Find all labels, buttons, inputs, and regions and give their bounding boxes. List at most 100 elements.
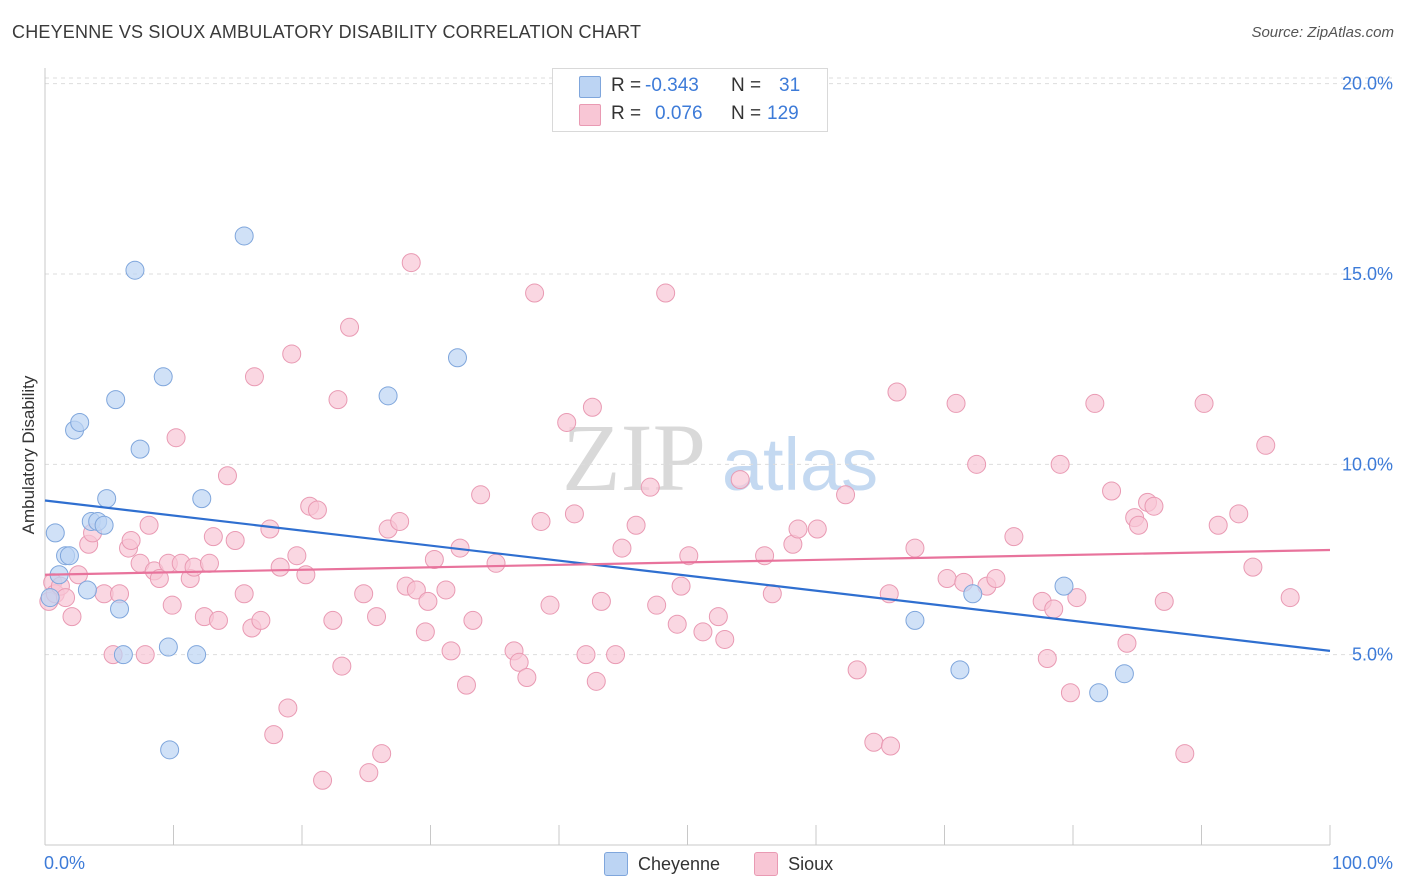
sioux-point	[606, 645, 626, 665]
sioux-point	[1050, 454, 1070, 474]
sioux-point	[406, 580, 426, 600]
bottom-legend: Cheyenne Sioux	[604, 852, 857, 876]
sioux-point	[647, 595, 667, 615]
sioux-point	[937, 569, 957, 589]
sioux-point	[1208, 515, 1228, 535]
sioux-point	[1117, 633, 1137, 653]
sioux-point	[788, 519, 808, 539]
sioux-point	[1129, 515, 1149, 535]
sioux-point	[486, 553, 506, 573]
sioux-point	[1004, 527, 1024, 547]
sioux-point	[471, 485, 491, 505]
axes	[44, 68, 1331, 846]
stats-row-cheyenne: R = -0.343 N = 31	[553, 71, 827, 101]
sioux-point	[251, 610, 271, 630]
sioux-point	[1085, 393, 1105, 413]
sioux-point	[612, 538, 632, 558]
cheyenne-point	[1114, 664, 1134, 684]
sioux-point	[881, 736, 901, 756]
sioux-point	[807, 519, 827, 539]
sioux-point	[415, 622, 435, 642]
sioux-point	[525, 283, 545, 303]
sioux-point	[557, 412, 577, 432]
sioux-point	[1280, 588, 1300, 608]
sioux-point	[1060, 683, 1080, 703]
cheyenne-point	[447, 348, 467, 368]
cheyenne-point	[70, 412, 90, 432]
sioux-point	[1037, 648, 1057, 668]
sioux-point	[456, 675, 476, 695]
sioux-point	[372, 744, 392, 764]
sioux-point	[1194, 393, 1214, 413]
sioux-point	[234, 584, 254, 604]
legend-swatch-sioux	[754, 852, 779, 876]
sioux-point	[708, 607, 728, 627]
y-tick-label: 10.0%	[1342, 454, 1393, 474]
sioux-point	[340, 317, 360, 337]
legend-label-cheyenne: Cheyenne	[638, 853, 721, 874]
sioux-trend-line	[44, 548, 1331, 576]
sioux-point	[418, 591, 438, 611]
sioux-point	[1067, 588, 1087, 608]
cheyenne-n-value: 31	[779, 75, 801, 96]
sioux-point	[244, 367, 264, 387]
cheyenne-point	[106, 390, 126, 410]
watermark: ZIP atlas	[562, 404, 878, 511]
sioux-point	[166, 428, 186, 448]
sioux-point	[730, 470, 750, 490]
sioux-point	[1154, 591, 1174, 611]
sioux-point	[401, 253, 421, 273]
sioux-point	[640, 477, 660, 497]
sioux-point	[1256, 435, 1276, 455]
cheyenne-r-label: R =	[611, 75, 642, 96]
cheyenne-point	[153, 367, 173, 387]
sioux-point	[323, 610, 343, 630]
watermark-zip: ZIP	[562, 404, 706, 511]
sioux-point	[509, 652, 529, 672]
x-tick-label: 100.0%	[1332, 853, 1393, 873]
sioux-point	[540, 595, 560, 615]
cheyenne-point	[1054, 576, 1074, 596]
sioux-point	[287, 546, 307, 566]
sioux-point	[591, 591, 611, 611]
cheyenne-point	[234, 226, 254, 246]
cheyenne-point	[110, 599, 130, 619]
sioux-point	[656, 283, 676, 303]
sioux-point	[270, 557, 290, 577]
sioux-point	[332, 656, 352, 676]
sioux-point	[121, 530, 141, 550]
legend-item-cheyenne: Cheyenne	[604, 852, 720, 876]
sioux-r-label: R =	[611, 103, 642, 124]
stats-legend: R = -0.343 N = 31 R = 0.076 N = 129	[552, 68, 828, 132]
sioux-point	[208, 610, 228, 630]
sioux-point	[905, 538, 925, 558]
sioux-point	[586, 671, 606, 691]
cheyenne-point	[59, 546, 79, 566]
sioux-point	[667, 614, 687, 634]
sioux-point	[946, 393, 966, 413]
sioux-swatch	[579, 104, 601, 126]
cheyenne-point	[40, 588, 60, 608]
y-tick-label: 20.0%	[1342, 74, 1393, 94]
cheyenne-point	[113, 645, 133, 665]
sioux-point	[217, 466, 237, 486]
sioux-point	[328, 390, 348, 410]
legend-label-sioux: Sioux	[788, 853, 834, 874]
cheyenne-swatch	[579, 76, 601, 98]
sioux-point	[296, 565, 316, 585]
sioux-point	[986, 569, 1006, 589]
legend-swatch-cheyenne	[604, 852, 628, 876]
sioux-point	[564, 504, 584, 524]
sioux-point	[679, 546, 699, 566]
sioux-point	[139, 515, 159, 535]
sioux-point	[1175, 744, 1195, 764]
sioux-point	[463, 610, 483, 630]
sioux-point	[1102, 481, 1122, 501]
sioux-point	[671, 576, 691, 596]
cheyenne-point	[130, 439, 150, 459]
sioux-point	[264, 725, 284, 745]
sioux-point	[436, 580, 456, 600]
sioux-point	[626, 515, 646, 535]
sioux-point	[225, 530, 245, 550]
